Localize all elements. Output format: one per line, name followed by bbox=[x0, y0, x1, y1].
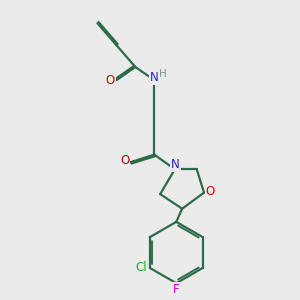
Text: O: O bbox=[105, 74, 115, 87]
Text: O: O bbox=[120, 154, 129, 167]
Text: H: H bbox=[159, 69, 167, 79]
Text: F: F bbox=[172, 283, 179, 296]
Text: O: O bbox=[206, 185, 215, 198]
Text: Cl: Cl bbox=[135, 261, 147, 274]
Text: N: N bbox=[150, 71, 159, 84]
Text: N: N bbox=[171, 158, 180, 171]
